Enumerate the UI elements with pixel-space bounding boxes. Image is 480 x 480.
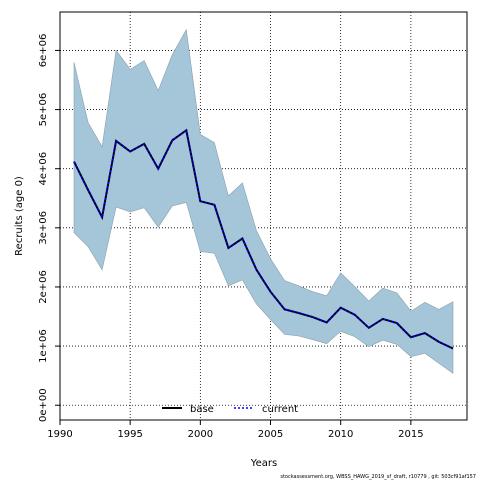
x-tick-label: 2010 [328, 429, 353, 440]
legend: base current [162, 404, 298, 415]
x-tick-label: 2005 [258, 429, 283, 440]
legend-label-base: base [190, 404, 214, 415]
series-line-current [73, 128, 454, 350]
plot-frame [59, 11, 468, 421]
x-tick-label: 1995 [117, 429, 142, 440]
y-tick-label: 5e+06 [38, 93, 49, 127]
y-tick-label: 2e+06 [38, 270, 49, 304]
y-tick-label: 3e+06 [38, 211, 49, 245]
x-axis: 1990 1995 2000 2005 2010 2015 [47, 420, 424, 440]
footer-note: stockassessment.org, WBSS_HAWG_2019_sf_d… [280, 474, 476, 480]
y-tick-label: 0e+00 [38, 388, 49, 422]
legend-label-current: current [262, 404, 298, 415]
x-tick-label: 2000 [188, 429, 213, 440]
x-tick-label: 2015 [398, 429, 423, 440]
y-tick-label: 4e+06 [38, 152, 49, 186]
y-axis-title: Recruits (age 0) [14, 176, 25, 256]
x-axis-title: Years [250, 458, 277, 469]
x-tick-label: 1990 [47, 429, 72, 440]
y-axis: 0e+00 1e+06 2e+06 3e+06 4e+06 5e+06 6e+06 [38, 34, 60, 422]
y-tick-label: 1e+06 [38, 329, 49, 363]
series-lines [73, 128, 454, 350]
confidence-band [73, 28, 454, 374]
y-tick-label: 6e+06 [38, 34, 49, 68]
